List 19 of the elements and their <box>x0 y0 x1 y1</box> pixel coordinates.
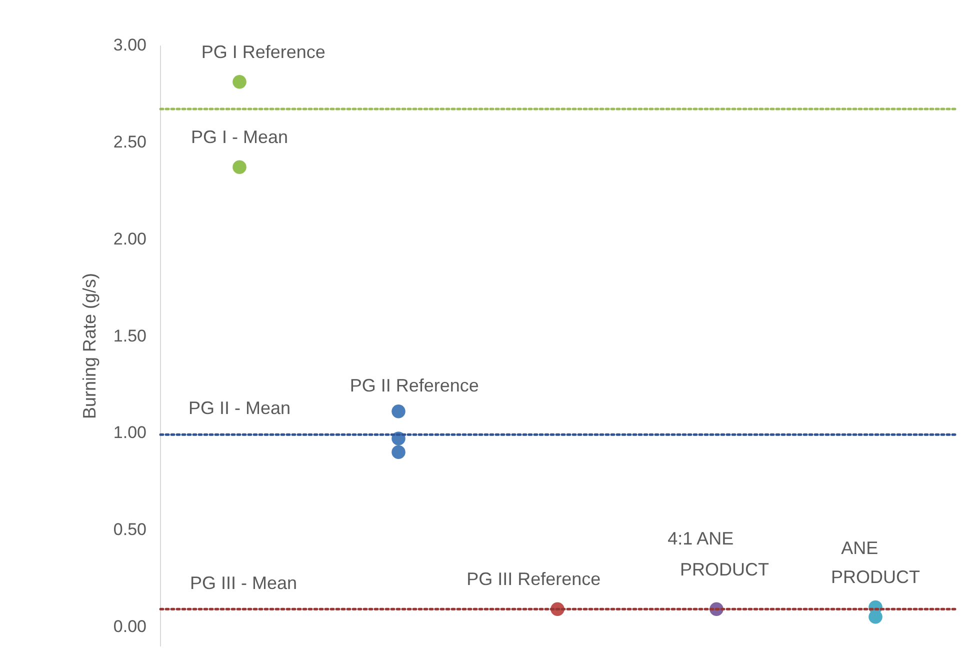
annotation: PG III - Mean <box>190 573 297 594</box>
point <box>392 445 406 460</box>
y-tick-label: 2.50 <box>113 132 146 152</box>
y-tick-label: 0.50 <box>113 520 146 540</box>
annotation: PG I - Mean <box>190 127 288 148</box>
y-tick-label: 0.00 <box>113 617 146 636</box>
annotation: PG III Reference <box>466 568 601 589</box>
y-tick-label: 1.50 <box>113 326 146 346</box>
annotation: PRODUCT <box>680 559 769 580</box>
annotation: 4:1 ANE <box>668 528 734 549</box>
y-axis-title: Burning Rate (g/s) <box>79 272 100 420</box>
annotation: ANE <box>841 538 878 558</box>
annotation: PG II Reference <box>350 375 479 396</box>
y-tick-label: 1.00 <box>113 423 146 442</box>
annotation: PRODUCT <box>831 567 920 588</box>
y-tick-label: 2.00 <box>113 229 146 248</box>
y-tick-label: 3.00 <box>113 36 146 54</box>
annotation: PG I Reference <box>201 42 326 62</box>
annotation: PG II - Mean <box>188 398 291 418</box>
